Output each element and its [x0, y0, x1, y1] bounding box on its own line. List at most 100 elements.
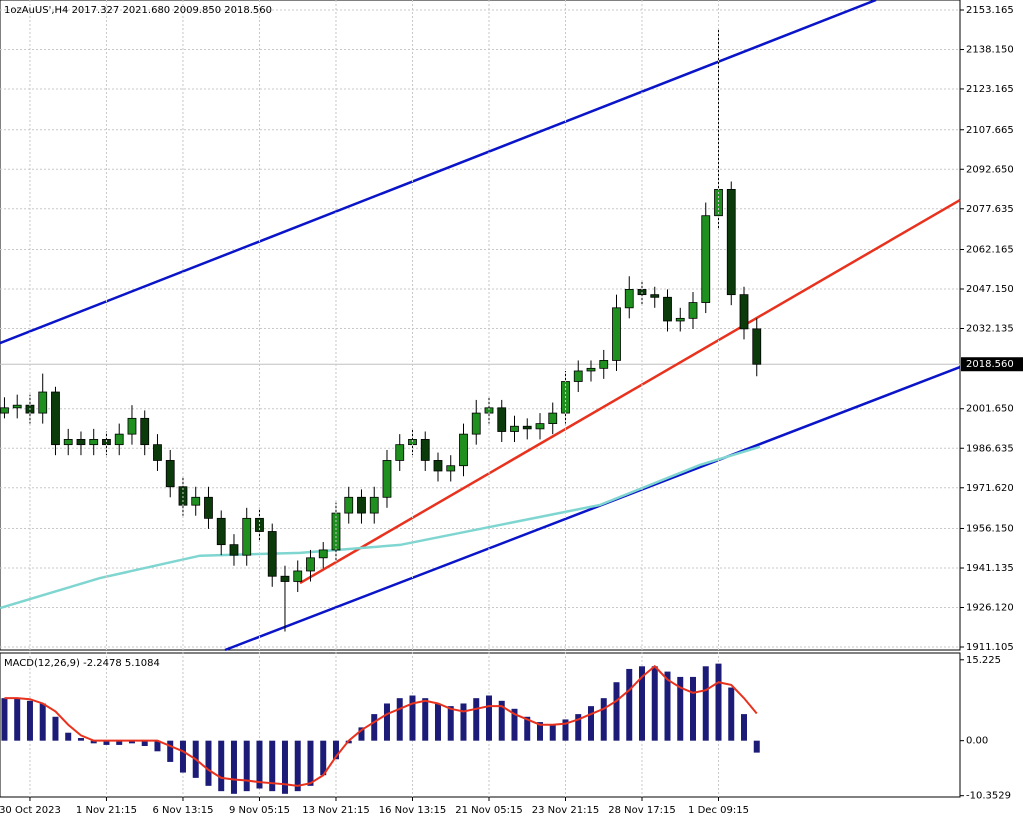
candle-body: [522, 425, 532, 430]
y-tick-label: 2032.135: [966, 324, 1014, 335]
macd-bar: [358, 727, 365, 741]
candle-body: [127, 417, 137, 435]
candle-body: [191, 496, 201, 506]
macd-bar: [281, 740, 288, 794]
y-tick-label: 1971.620: [966, 483, 1014, 494]
candle-body: [204, 496, 213, 519]
candle-body: [318, 549, 328, 559]
candle-body: [471, 412, 481, 435]
y-tick-label: 1911.105: [966, 642, 1014, 653]
macd-bar: [320, 740, 327, 776]
macd-bar: [307, 740, 314, 786]
candle-body: [650, 294, 660, 298]
y-tick-label: 2138.150: [966, 45, 1014, 56]
macd-bar: [205, 740, 212, 786]
y-tick-label: 2123.165: [966, 84, 1014, 95]
candle-body: [89, 438, 99, 446]
macd-bar: [728, 687, 735, 741]
macd-bar: [741, 714, 748, 741]
macd-bar: [447, 706, 454, 741]
macd-bar: [243, 740, 250, 792]
candle-body: [38, 391, 48, 414]
macd-bar: [409, 695, 416, 741]
macd-bar: [128, 740, 135, 744]
candle-body: [382, 460, 392, 498]
macd-bar: [154, 740, 161, 752]
macd-bar: [269, 740, 276, 792]
macd-bar: [626, 668, 633, 741]
macd-bar: [179, 740, 186, 773]
macd-bar: [65, 732, 72, 741]
macd-bar: [524, 716, 531, 741]
macd-bar: [536, 722, 543, 741]
x-tick-label: 1 Nov 21:15: [76, 805, 137, 816]
price-title: 1ozAuUS',H4 2017.327 2021.680 2009.850 2…: [4, 5, 272, 16]
macd-bar: [702, 666, 709, 741]
signal-line: [4, 664, 758, 787]
macd-bar: [613, 682, 620, 741]
candle-body: [242, 517, 252, 556]
candle-body: [344, 496, 354, 514]
candle-body: [293, 570, 303, 582]
trend-line: [224, 365, 961, 652]
x-tick-label: 6 Nov 13:15: [152, 805, 213, 816]
y-tick-label: 2153.165: [966, 5, 1014, 16]
macd-bar: [218, 740, 225, 792]
y-tick-label: 1941.135: [966, 563, 1014, 574]
candle-body: [624, 288, 634, 309]
trend-line: [0, 445, 761, 610]
macd-bar: [434, 703, 441, 741]
candle-body: [612, 307, 621, 361]
y-tick-label: 1986.635: [966, 443, 1014, 454]
candle-body: [663, 296, 672, 322]
macd-bar: [396, 698, 403, 741]
x-tick-label: 16 Nov 13:15: [379, 805, 446, 816]
macd-bar: [753, 740, 760, 753]
macd-bar: [575, 714, 582, 741]
candle-body: [153, 444, 162, 461]
candle-body: [420, 438, 430, 461]
macd-bar: [14, 698, 21, 741]
macd-bar: [116, 740, 123, 745]
macd-bar: [256, 740, 263, 789]
candle-body: [675, 317, 685, 322]
macd-bar: [294, 740, 301, 792]
candle-body: [510, 425, 519, 432]
trend-line: [299, 198, 961, 585]
macd-bar: [664, 671, 671, 741]
candle-body: [701, 215, 711, 303]
macd-bar: [90, 740, 97, 744]
candle-body: [12, 404, 22, 409]
price-panel-frame: [0, 0, 961, 651]
x-tick-label: 13 Nov 21:15: [302, 805, 369, 816]
candle-body: [357, 496, 366, 514]
macd-bar: [600, 698, 607, 741]
y-tick-label: 2062.165: [966, 244, 1014, 255]
candle-body: [51, 391, 60, 446]
current-price-box: [961, 357, 1023, 372]
macd-bar: [422, 698, 429, 741]
candle-body: [599, 360, 609, 369]
candle-body: [497, 407, 507, 432]
y-tick-label: 2077.635: [966, 204, 1014, 215]
candle-body: [459, 433, 468, 467]
candle-body: [165, 460, 175, 488]
macd-bar: [677, 676, 684, 741]
candle-body: [535, 423, 545, 430]
candle-body: [140, 417, 150, 446]
macd-bar: [498, 700, 505, 741]
candle-body: [216, 517, 226, 546]
macd-bar: [511, 708, 518, 741]
macd-panel-frame: [0, 652, 961, 798]
macd-bar: [1, 698, 8, 741]
candle-body: [369, 496, 379, 514]
x-tick-label: 28 Nov 17:15: [608, 805, 675, 816]
macd-bar: [638, 666, 645, 741]
candle-body: [63, 438, 73, 446]
macd-bar: [167, 740, 174, 762]
candle-body: [0, 407, 9, 414]
x-tick-label: 30 Oct 2023: [0, 805, 61, 816]
macd-bar: [651, 666, 658, 741]
macd-title: MACD(12,26,9) -2.2478 5.1084: [4, 658, 160, 669]
